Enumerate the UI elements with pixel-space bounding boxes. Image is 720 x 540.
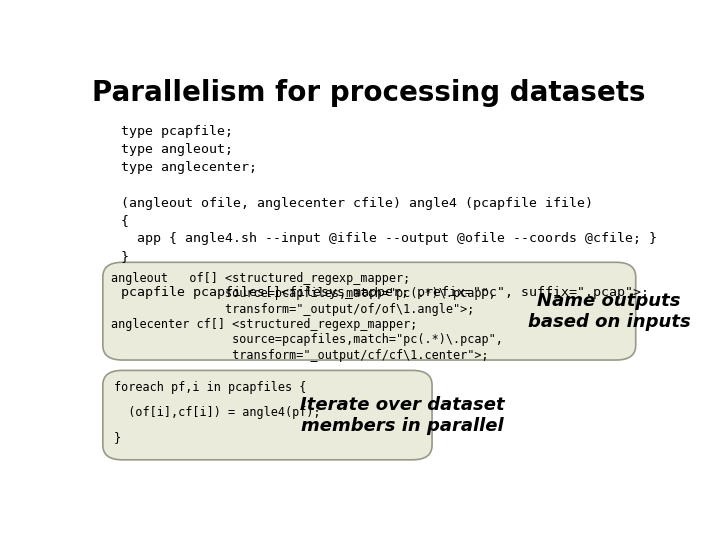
Text: pcapfile pcapfiles[]<filesys_mapper; prefix="pc", suffix=".pcap">;: pcapfile pcapfiles[]<filesys_mapper; pre… bbox=[121, 286, 649, 299]
Text: Parallelism for processing datasets: Parallelism for processing datasets bbox=[92, 79, 646, 107]
Text: transform="_output/of/of\1.angle">;: transform="_output/of/of\1.angle">; bbox=[111, 302, 474, 316]
Text: {: { bbox=[121, 214, 129, 227]
Text: transform="_output/cf/cf\1.center">;: transform="_output/cf/cf\1.center">; bbox=[111, 349, 489, 362]
Text: source=pcapfiles,match="pc(.*)\.pcap",: source=pcapfiles,match="pc(.*)\.pcap", bbox=[111, 287, 496, 300]
FancyBboxPatch shape bbox=[103, 262, 636, 360]
Text: app { angle4.sh --input @ifile --output @ofile --coords @cfile; }: app { angle4.sh --input @ifile --output … bbox=[121, 232, 657, 245]
Text: }: } bbox=[121, 250, 129, 263]
Text: Iterate over dataset
members in parallel: Iterate over dataset members in parallel bbox=[300, 396, 505, 435]
FancyBboxPatch shape bbox=[103, 370, 432, 460]
Text: }: } bbox=[114, 431, 121, 444]
Text: foreach pf,i in pcapfiles {: foreach pf,i in pcapfiles { bbox=[114, 381, 307, 394]
Text: Name outputs
based on inputs: Name outputs based on inputs bbox=[528, 292, 690, 330]
Text: angleout   of[] <structured_regexp_mapper;: angleout of[] <structured_regexp_mapper; bbox=[111, 272, 410, 285]
Text: source=pcapfiles,match="pc(.*)\.pcap",: source=pcapfiles,match="pc(.*)\.pcap", bbox=[111, 333, 503, 346]
Text: type angleout;: type angleout; bbox=[121, 143, 233, 156]
Text: anglecenter cf[] <structured_regexp_mapper;: anglecenter cf[] <structured_regexp_mapp… bbox=[111, 318, 418, 331]
Text: type pcapfile;: type pcapfile; bbox=[121, 125, 233, 138]
Text: (of[i],cf[i]) = angle4(pf);: (of[i],cf[i]) = angle4(pf); bbox=[114, 406, 320, 419]
Text: type anglecenter;: type anglecenter; bbox=[121, 161, 257, 174]
Text: (angleout ofile, anglecenter cfile) angle4 (pcapfile ifile): (angleout ofile, anglecenter cfile) angl… bbox=[121, 197, 593, 210]
